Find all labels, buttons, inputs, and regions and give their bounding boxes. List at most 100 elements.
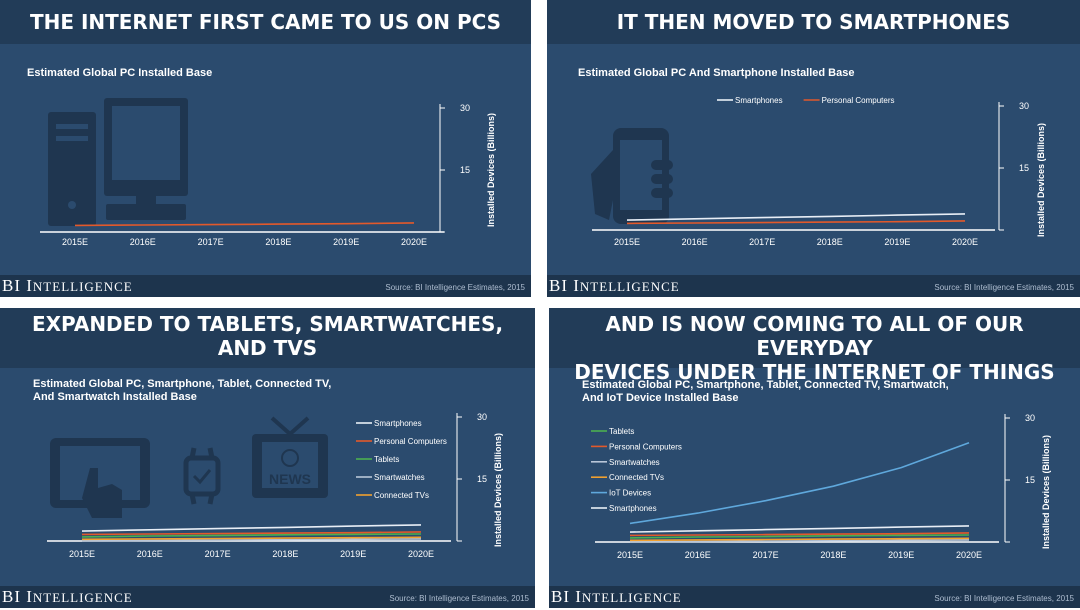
legend-label: Smartphones bbox=[374, 419, 422, 428]
legend-label: Connected TVs bbox=[609, 473, 664, 482]
legend-label: Smartphones bbox=[735, 96, 783, 105]
source-note: Source: BI Intelligence Estimates, 2015 bbox=[389, 594, 529, 603]
x-tick-label: 2017E bbox=[198, 237, 224, 247]
series-line-connected-tvs bbox=[629, 537, 970, 542]
chart-plot: 15 30 2015E 2016E 2017E 2018E 2019E 2020E bbox=[595, 413, 1035, 560]
panel-smartphones: IT THEN MOVED TO SMARTPHONES Estimated G… bbox=[547, 0, 1080, 297]
chart-plot: 15 30 2015E 2016E 2017E 2018E 2019E 2020E bbox=[592, 101, 1029, 247]
subtitle-line: Estimated Global PC, Smartphone, Tablet,… bbox=[582, 379, 949, 391]
subtitle-line: Estimated Global PC Installed Base bbox=[27, 67, 213, 79]
desktop-computer-icon bbox=[48, 98, 188, 226]
x-tick-label: 2020E bbox=[952, 237, 978, 247]
x-tick-label: 2016E bbox=[130, 237, 156, 247]
y-tick-label: 30 bbox=[1019, 101, 1029, 111]
chart-svg: 15 30 2015E 2016E 2017E 2018E 2019E 2020E Insta… bbox=[591, 96, 1046, 247]
legend-label: Smartwatches bbox=[609, 458, 660, 467]
x-tick-label: 2018E bbox=[820, 550, 846, 560]
tablet-touch-icon bbox=[50, 438, 150, 518]
footer: BI INTELLIGENCE Source: BI Intelligence … bbox=[549, 586, 1080, 608]
panel-heading: AND IS NOW COMING TO ALL OF OUR EVERYDAY… bbox=[549, 308, 1080, 384]
legend-label: Personal Computers bbox=[374, 437, 447, 446]
x-tick-label: 2019E bbox=[888, 550, 914, 560]
series-line-personal-computers bbox=[626, 220, 966, 225]
panel-heading: THE INTERNET FIRST CAME TO US ON PCS bbox=[0, 0, 531, 44]
x-tick-label: 2018E bbox=[265, 237, 291, 247]
y-axis-label: Installed Devices (Billions) bbox=[1036, 123, 1046, 237]
panel-pc: THE INTERNET FIRST CAME TO US ON PCS Est… bbox=[0, 0, 531, 297]
y-tick-label: 15 bbox=[477, 474, 487, 484]
chart-plot: 15 30 2015E 2016E 2017E 2018E 2019E 2020E bbox=[47, 412, 487, 559]
subtitle-line: And Smartwatch Installed Base bbox=[33, 391, 197, 403]
x-tick-label: 2020E bbox=[408, 549, 434, 559]
legend-label: Tablets bbox=[374, 455, 399, 464]
x-tick-label: 2017E bbox=[205, 549, 231, 559]
heading-line: THE INTERNET FIRST CAME TO US ON PCS bbox=[29, 10, 502, 34]
x-tick-label: 2017E bbox=[749, 237, 775, 247]
footer: BI INTELLIGENCE Source: BI Intelligence … bbox=[0, 586, 535, 608]
chart-subtitle: Estimated Global PC, Smartphone, Tablet,… bbox=[582, 379, 949, 405]
x-tick-label: 2018E bbox=[272, 549, 298, 559]
series-line-connected-tvs bbox=[81, 536, 422, 541]
series-line-smartphones bbox=[81, 524, 422, 532]
chart-plot: 15 30 2015E 2016E 2017E 2018E 2019E 2020E bbox=[40, 103, 470, 247]
heading-line: EXPANDED TO TABLETS, SMARTWATCHES, bbox=[31, 312, 504, 336]
chart-legend: Smartphones Personal Computers bbox=[717, 96, 895, 105]
series-line-smartphones bbox=[629, 525, 970, 533]
y-tick-label: 15 bbox=[1025, 475, 1035, 485]
y-axis-label: Installed Devices (Billions) bbox=[486, 113, 496, 227]
subtitle-line: Estimated Global PC, Smartphone, Tablet,… bbox=[33, 378, 332, 390]
bi-intelligence-logo: BI INTELLIGENCE bbox=[551, 587, 682, 606]
y-tick-label: 30 bbox=[460, 103, 470, 113]
series-line-personal-computers bbox=[629, 532, 970, 537]
x-tick-label: 2019E bbox=[340, 549, 366, 559]
x-tick-label: 2016E bbox=[137, 549, 163, 559]
series-line-personal-computers bbox=[74, 222, 415, 227]
legend-label: Smartphones bbox=[609, 504, 657, 513]
subtitle-line: Estimated Global PC And Smartphone Insta… bbox=[578, 67, 855, 79]
x-tick-label: 2019E bbox=[333, 237, 359, 247]
chart-subtitle: Estimated Global PC And Smartphone Insta… bbox=[578, 67, 854, 80]
panel-heading: EXPANDED TO TABLETS, SMARTWATCHES, AND T… bbox=[0, 308, 535, 368]
series-line-tablets bbox=[629, 534, 970, 539]
bi-intelligence-logo: BI INTELLIGENCE bbox=[2, 587, 133, 606]
source-note: Source: BI Intelligence Estimates, 2015 bbox=[385, 283, 525, 292]
chart-subtitle: Estimated Global PC Installed Base bbox=[27, 67, 212, 80]
y-axis-label: Installed Devices (Billions) bbox=[1041, 435, 1051, 549]
y-axis-label: Installed Devices (Billions) bbox=[493, 433, 503, 547]
footer: BI INTELLIGENCE Source: BI Intelligence … bbox=[547, 275, 1080, 297]
tv-news-text: NEWS bbox=[269, 471, 311, 487]
source-note: Source: BI Intelligence Estimates, 2015 bbox=[934, 594, 1074, 603]
legend-label: IoT Devices bbox=[609, 489, 651, 498]
legend-label: Tablets bbox=[609, 427, 634, 436]
hand-holding-phone-icon bbox=[591, 128, 673, 224]
chart-legend: Tablets Personal Computers Smartwatches Con… bbox=[591, 427, 682, 513]
legend-label: Personal Computers bbox=[822, 96, 895, 105]
series-line-iot-devices bbox=[629, 442, 970, 525]
smartwatch-icon bbox=[183, 447, 221, 505]
heading-line: DEVICES UNDER THE INTERNET OF THINGS bbox=[574, 360, 1055, 384]
subtitle-line: And IoT Device Installed Base bbox=[582, 392, 739, 404]
x-tick-label: 2015E bbox=[62, 237, 88, 247]
x-tick-label: 2016E bbox=[685, 550, 711, 560]
x-tick-label: 2015E bbox=[69, 549, 95, 559]
chart-subtitle: Estimated Global PC, Smartphone, Tablet,… bbox=[33, 378, 331, 404]
heading-line: AND TVS bbox=[217, 336, 318, 360]
y-tick-label: 15 bbox=[460, 165, 470, 175]
x-tick-label: 2020E bbox=[401, 237, 427, 247]
series-line-smartphones bbox=[626, 213, 966, 221]
footer: BI INTELLIGENCE Source: BI Intelligence … bbox=[0, 275, 531, 297]
x-tick-label: 2017E bbox=[753, 550, 779, 560]
tv-news-icon: NEWS bbox=[252, 416, 328, 498]
panel-heading: IT THEN MOVED TO SMARTPHONES bbox=[547, 0, 1080, 44]
bi-intelligence-logo: BI INTELLIGENCE bbox=[549, 276, 680, 295]
legend-label: Smartwatches bbox=[374, 473, 425, 482]
x-tick-label: 2018E bbox=[817, 237, 843, 247]
series-line-tablets bbox=[81, 533, 422, 538]
chart-svg: 15 30 2015E 2016E 2017E 2018E 2019E 2020E Insta… bbox=[40, 98, 496, 247]
bi-intelligence-logo: BI INTELLIGENCE bbox=[2, 276, 133, 295]
panel-iot: AND IS NOW COMING TO ALL OF OUR EVERYDAY… bbox=[549, 308, 1080, 608]
x-tick-label: 2016E bbox=[682, 237, 708, 247]
chart-legend: Smartphones Personal Computers Tablets Smar… bbox=[356, 419, 447, 500]
legend-label: Personal Computers bbox=[609, 442, 682, 451]
